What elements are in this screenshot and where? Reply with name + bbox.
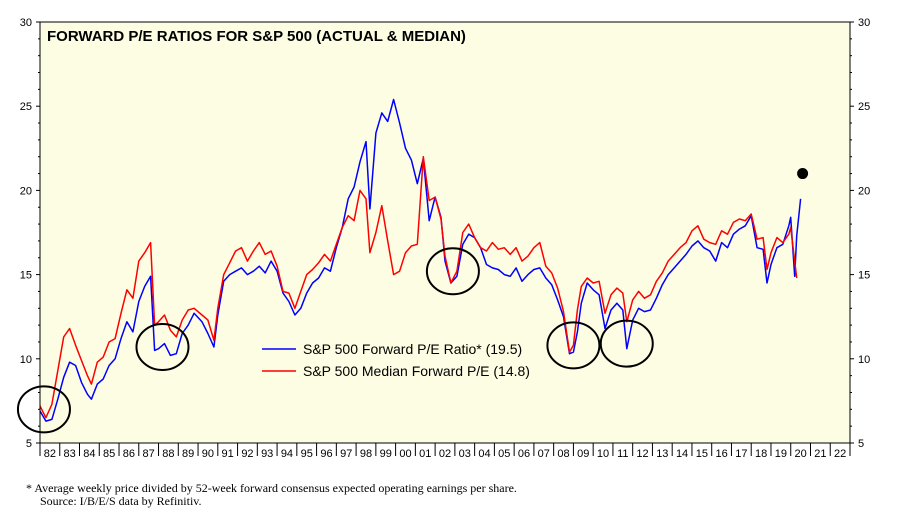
x-tick-label: 00 [399,448,411,460]
x-tick-label: 19 [775,448,787,460]
chart-title: FORWARD P/E RATIOS FOR S&P 500 (ACTUAL &… [47,28,466,45]
footnote-source: Source: I/B/E/S data by Refinitiv. [40,494,202,508]
x-tick-label: 93 [261,448,273,460]
x-tick-label: 13 [656,448,668,460]
plot-frame [39,21,851,444]
x-tick-label: 94 [281,448,293,460]
x-tick-label: 16 [715,448,727,460]
x-tick-label: 17 [735,448,747,460]
x-tick-label: 90 [202,448,214,460]
x-tick-label: 21 [814,448,826,460]
x-tick-label: 91 [222,448,234,460]
x-tick-label: 87 [143,448,155,460]
x-tick-label: 03 [459,448,471,460]
highlight-circle [16,385,71,434]
y-tick-label-right: 20 [858,185,870,197]
x-tick-label: 99 [380,448,392,460]
marker-dot [797,168,809,180]
series-line-median-pe [39,155,798,419]
x-tick-label: 92 [241,448,253,460]
x-tick-label: 20 [794,448,806,460]
x-tick-label: 84 [83,448,95,460]
x-tick-label: 98 [360,448,372,460]
legend-label-median-pe: S&P 500 Median Forward P/E (14.8) [303,363,530,379]
x-tick-label: 15 [696,448,708,460]
x-tick-label: 83 [64,448,76,460]
series-line-forward-pe [39,98,802,422]
x-tick-label: 05 [498,448,510,460]
x-tick-label: 14 [676,448,688,460]
x-tick-label: 82 [44,448,56,460]
y-tick-label-left: 20 [20,185,32,197]
x-tick-label: 86 [123,448,135,460]
highlight-circle [599,319,654,368]
y-tick-label-left: 30 [20,17,32,29]
x-tick-label: 07 [538,448,550,460]
x-tick-label: 88 [162,448,174,460]
y-tick-label-left: 25 [20,101,32,113]
legend: S&P 500 Forward P/E Ratio* (19.5) S&P 500… [262,341,530,379]
x-tick-label: 11 [617,448,628,460]
highlight-circle [425,247,480,296]
axes: 5 5 10 10 15 15 20 20 25 25 30 30 82 83 84 85 86 87 88 89 90… [20,17,871,460]
y-tick-label-left: 15 [20,270,32,282]
legend-label-forward-pe: S&P 500 Forward P/E Ratio* (19.5) [303,341,522,357]
x-tick-label: 96 [320,448,332,460]
x-tick-label: 04 [478,448,490,460]
x-tick-label: 09 [577,448,589,460]
x-tick-label: 01 [419,448,431,460]
x-tick-label: 08 [557,448,569,460]
y-tick-label-right: 5 [858,438,864,450]
x-tick-label: 85 [103,448,115,460]
highlight-circles [16,168,809,434]
y-tick-label-right: 10 [858,354,870,366]
x-tick-label: 12 [636,448,648,460]
y-tick-label-right: 30 [858,17,870,29]
y-tick-label-right: 15 [858,270,870,282]
series-lines [39,98,802,422]
x-tick-label: 06 [518,448,530,460]
y-tick-label-left: 10 [20,354,32,366]
highlight-circle [546,321,601,370]
y-tick-label-right: 25 [858,101,870,113]
footnote-definition: * Average weekly price divided by 52-wee… [26,481,517,495]
y-tick-label-left: 5 [26,438,32,450]
x-tick-label: 89 [182,448,194,460]
x-tick-label: 18 [755,448,767,460]
highlight-circle [135,323,190,372]
x-tick-label: 02 [439,448,451,460]
x-tick-label: 22 [834,448,846,460]
x-tick-label: 97 [340,448,352,460]
x-tick-label: 10 [597,448,609,460]
x-tick-label: 95 [301,448,313,460]
plot-background [40,22,850,443]
